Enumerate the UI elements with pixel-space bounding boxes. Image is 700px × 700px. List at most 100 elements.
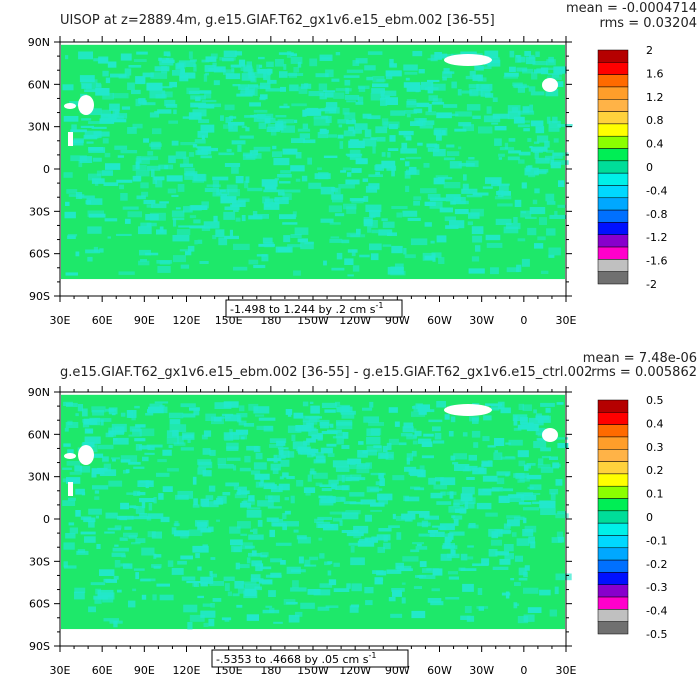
- anomaly-patch: [197, 130, 208, 138]
- anomaly-patch: [287, 244, 302, 248]
- anomaly-patch: [280, 170, 291, 174]
- anomaly-patch: [546, 150, 554, 153]
- anomaly-patch: [555, 573, 572, 581]
- x-tick-label: 120E: [173, 664, 201, 677]
- anomaly-patch: [278, 52, 294, 55]
- anomaly-patch: [196, 146, 212, 149]
- anomaly-patch: [340, 410, 356, 415]
- anomaly-patch: [299, 133, 310, 139]
- anomaly-patch: [156, 472, 170, 477]
- anomaly-patch: [421, 441, 433, 447]
- anomaly-patch: [318, 172, 329, 180]
- anomaly-patch: [233, 547, 241, 553]
- anomaly-patch: [358, 441, 364, 445]
- anomaly-patch: [557, 511, 566, 515]
- anomaly-patch: [439, 207, 453, 213]
- anomaly-patch: [184, 167, 195, 176]
- anomaly-patch: [466, 477, 475, 480]
- anomaly-patch: [518, 567, 527, 576]
- anomaly-patch: [141, 156, 159, 161]
- anomaly-patch: [239, 405, 245, 412]
- anomaly-patch: [200, 610, 216, 618]
- anomaly-patch: [179, 163, 194, 168]
- anomaly-patch: [434, 127, 448, 136]
- anomaly-patch: [66, 189, 78, 194]
- anomaly-patch: [446, 553, 460, 559]
- anomaly-patch: [318, 524, 334, 528]
- anomaly-patch: [80, 466, 91, 473]
- anomaly-patch: [152, 594, 157, 601]
- anomaly-patch: [230, 64, 241, 68]
- anomaly-patch: [268, 590, 276, 597]
- anomaly-patch: [402, 556, 419, 562]
- anomaly-patch: [105, 579, 117, 583]
- colorbar: 21.61.20.80.40-0.4-0.8-1.2-1.6-2: [597, 44, 667, 291]
- anomaly-patch: [136, 195, 146, 200]
- anomaly-patch: [360, 499, 376, 505]
- anomaly-patch: [403, 248, 407, 255]
- anomaly-patch: [482, 488, 500, 492]
- anomaly-patch: [500, 407, 511, 414]
- anomaly-patch: [548, 120, 561, 128]
- anomaly-patch: [180, 403, 196, 408]
- anomaly-patch: [96, 544, 101, 549]
- anomaly-patch: [333, 588, 350, 592]
- anomaly-patch: [175, 151, 187, 159]
- anomaly-patch: [158, 164, 174, 170]
- anomaly-patch: [406, 434, 417, 440]
- anomaly-patch: [451, 81, 457, 89]
- anomaly-patch: [93, 58, 104, 62]
- anomaly-patch: [293, 412, 304, 419]
- anomaly-patch: [398, 442, 407, 446]
- y-tick-label: 60N: [28, 428, 50, 441]
- anomaly-patch: [283, 64, 287, 70]
- anomaly-patch: [549, 456, 558, 460]
- anomaly-patch: [545, 89, 559, 97]
- anomaly-patch: [141, 594, 147, 600]
- anomaly-patch: [453, 499, 464, 506]
- anomaly-patch: [347, 249, 358, 253]
- anomaly-patch: [247, 187, 263, 192]
- anomaly-patch: [121, 106, 131, 110]
- anomaly-patch: [518, 159, 525, 164]
- anomaly-patch: [119, 537, 128, 541]
- anomaly-patch: [437, 54, 454, 57]
- anomaly-patch: [508, 150, 521, 154]
- anomaly-patch: [288, 451, 295, 458]
- anomaly-patch: [133, 59, 147, 62]
- anomaly-patch: [364, 65, 376, 71]
- anomaly-patch: [282, 521, 299, 527]
- land-patch: [68, 482, 73, 496]
- anomaly-patch: [102, 70, 109, 77]
- anomaly-patch: [103, 618, 119, 622]
- anomaly-patch: [319, 92, 327, 100]
- anomaly-patch: [344, 112, 356, 120]
- anomaly-patch: [239, 564, 250, 569]
- anomaly-patch: [389, 58, 394, 67]
- anomaly-patch: [155, 179, 163, 188]
- anomaly-patch: [293, 67, 300, 73]
- anomaly-patch: [383, 121, 400, 128]
- anomaly-patch: [77, 404, 83, 412]
- anomaly-patch: [67, 234, 78, 237]
- anomaly-patch: [368, 174, 383, 177]
- anomaly-patch: [538, 458, 544, 466]
- anomaly-patch: [367, 51, 383, 55]
- anomaly-patch: [326, 443, 337, 447]
- anomaly-patch: [469, 70, 476, 77]
- anomaly-patch: [388, 525, 400, 528]
- anomaly-patch: [317, 516, 333, 520]
- anomaly-patch: [213, 80, 220, 86]
- anomaly-patch: [532, 199, 538, 205]
- anomaly-patch: [466, 194, 483, 198]
- anomaly-patch: [346, 531, 364, 537]
- anomaly-patch: [193, 407, 200, 416]
- anomaly-patch: [183, 206, 193, 213]
- anomaly-patch: [154, 66, 170, 72]
- anomaly-patch: [419, 561, 427, 567]
- anomaly-patch: [523, 464, 531, 469]
- anomaly-patch: [289, 84, 299, 92]
- anomaly-patch: [135, 538, 146, 543]
- anomaly-patch: [279, 105, 290, 109]
- anomaly-patch: [159, 260, 171, 265]
